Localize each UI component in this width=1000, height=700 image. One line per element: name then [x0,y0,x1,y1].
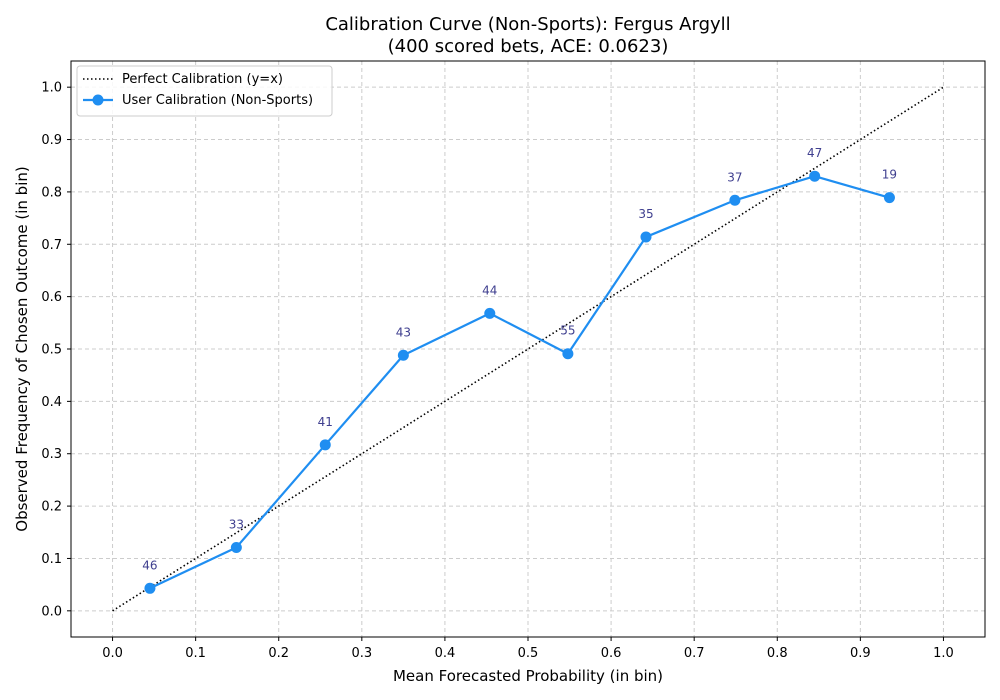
user-calibration-point [484,307,496,319]
user-calibration-point [397,349,409,361]
x-tick-label: 0.0 [102,646,123,661]
y-axis-label: Observed Frequency of Chosen Outcome (in… [13,166,31,531]
y-tick-label: 0.7 [41,238,62,253]
y-tick-label: 0.3 [41,447,62,462]
x-axis-label: Mean Forecasted Probability (in bin) [393,667,663,685]
grid-lines [71,61,985,637]
bin-count-label: 33 [229,517,244,531]
count-labels: 46 33 41 43 44 55 35 37 47 19 [142,146,897,572]
y-tick-label: 0.0 [41,604,62,619]
x-tick-label: 0.7 [684,646,705,661]
x-tick-label: 0.2 [268,646,289,661]
legend-box [76,65,333,117]
bin-count-label: 44 [482,283,497,297]
x-tick-label: 0.3 [351,646,372,661]
axis-ticks: 0.0 0.1 0.2 0.3 0.4 0.5 0.6 0.7 0.8 0.9 1.0 0.0 0.1 0… [41,81,953,661]
user-calibration-point [230,541,242,553]
chart-title-line1: Calibration Curve (Non-Sports): Fergus A… [325,14,730,35]
x-tick-label: 0.5 [518,646,539,661]
user-calibration-point [144,582,156,594]
x-tick-label: 0.9 [850,646,871,661]
user-calibration-point [640,231,652,243]
user-calibration-point [809,170,821,182]
bin-count-label: 55 [560,324,575,338]
legend-user-marker [92,94,104,106]
user-calibration-point [319,439,331,451]
bin-count-label: 47 [807,146,822,160]
x-tick-label: 0.8 [767,646,788,661]
user-calibration-point [562,348,574,360]
y-tick-label: 0.8 [41,185,62,200]
y-tick-label: 0.9 [41,133,62,148]
bin-count-label: 41 [318,415,333,429]
x-tick-label: 0.4 [435,646,456,661]
bin-count-label: 46 [142,558,157,572]
bin-count-label: 19 [882,168,897,182]
series-layer [112,86,944,612]
y-tick-label: 1.0 [41,81,62,96]
chart-title-line2: (400 scored bets, ACE: 0.0623) [388,36,669,57]
bin-count-label: 43 [396,325,411,339]
plot-frame [70,60,986,638]
legend-perfect-label: Perfect Calibration (y=x) [122,72,283,87]
y-tick-label: 0.2 [41,500,62,515]
x-tick-label: 0.6 [601,646,622,661]
x-tick-label: 1.0 [933,646,954,661]
user-calibration-line [149,175,890,590]
y-tick-label: 0.6 [41,290,62,305]
bin-count-label: 35 [638,207,653,221]
y-tick-label: 0.4 [41,395,62,410]
legend: Perfect Calibration (y=x) User Calibrati… [76,65,333,117]
legend-user-label: User Calibration (Non-Sports) [122,93,313,108]
bin-count-label: 37 [727,170,742,184]
x-tick-label: 0.1 [185,646,206,661]
y-tick-label: 0.5 [41,343,62,358]
user-calibration-point [883,192,895,204]
user-calibration-point [729,194,741,206]
y-tick-label: 0.1 [41,552,62,567]
